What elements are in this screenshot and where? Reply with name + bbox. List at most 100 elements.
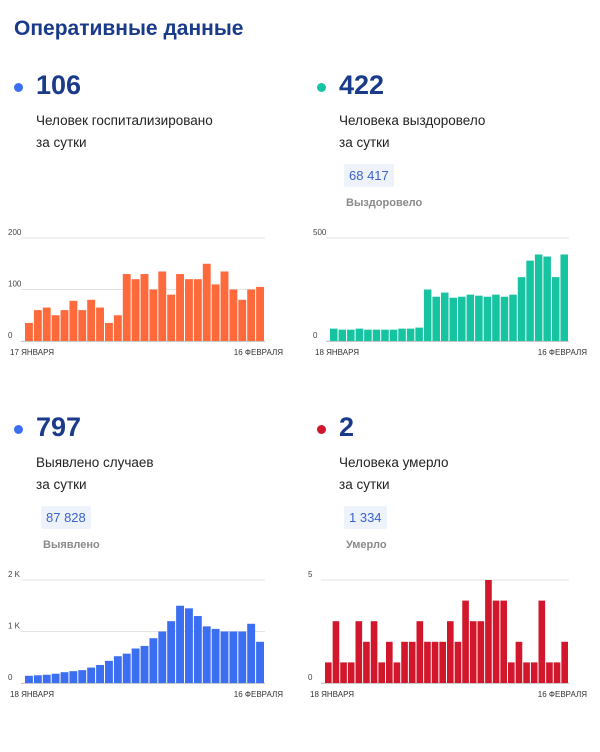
bar [122,653,131,683]
y-tick-label: 100 [8,280,22,289]
bar [176,274,184,341]
cases-value: 797 [36,412,82,442]
bar [440,292,449,341]
bar [477,621,485,683]
bar [131,648,140,683]
bar [238,299,247,341]
bar [113,656,122,683]
deaths-value: 2 [339,412,355,442]
bar [247,289,256,341]
deaths-total-label: Умерло [346,539,387,551]
bar [33,310,42,341]
page-title: Оперативные данные [14,17,244,40]
bar [543,256,551,341]
bar [131,279,140,341]
bar [458,296,466,341]
bar [347,662,355,683]
bar [69,300,78,341]
bar [176,605,184,683]
bar [211,628,220,683]
y-tick-label: 200 [8,228,22,237]
description-line-1: Человек госпитализировано [36,113,213,128]
bar [492,600,500,683]
bar [483,296,492,341]
bar [51,673,60,683]
y-tick-label: 2 K [8,570,21,579]
panel-deaths: 2 Человека умерло за сутки 1 334 Умерло … [300,402,600,752]
bar [462,600,469,683]
bar [538,600,546,683]
bar [140,274,149,341]
x-end-label: 16 ФЕВРАЛЯ [234,690,283,699]
hospitalized-value: 106 [36,70,82,100]
bar [381,329,389,341]
bar [424,641,431,683]
x-end-label: 16 ФЕВРАЛЯ [538,690,587,699]
bar [158,271,167,341]
bar [122,274,131,341]
bar [515,641,523,683]
bar [220,271,229,341]
bar [378,662,386,683]
bar [330,328,338,341]
panel-recovered: 422 Человека выздоровело за сутки 68 417… [300,60,600,410]
bar [247,623,256,683]
x-end-label: 16 ФЕВРАЛЯ [234,348,283,357]
bar [158,631,167,683]
bar [229,289,238,341]
description-line-1: Человека выздоровело [339,113,486,128]
bar [508,662,515,683]
bar [25,675,33,683]
bar [229,631,238,683]
bar [69,671,78,683]
bar [370,621,378,683]
bar [492,294,500,341]
bar [364,329,372,341]
bar [78,670,87,684]
bar [149,638,158,683]
bar [193,616,202,683]
cases-chart: 0 1 K 2 K 18 ЯНВАРЯ 16 ФЕВРАЛЯ [8,570,283,699]
bar [140,645,149,683]
bar [408,641,416,683]
description-line-2: за сутки [339,135,390,150]
bar [105,660,113,683]
panel-hospitalized: 106 Человек госпитализировано за сутки 0… [0,60,300,410]
bar [33,675,42,683]
bar [332,621,340,683]
bar [401,641,408,683]
bar [42,307,51,341]
bar [534,254,543,341]
bar [96,664,104,683]
bar [60,672,69,683]
bar [149,289,158,341]
x-start-label: 18 ЯНВАРЯ [315,348,359,357]
bar [415,327,423,341]
bar [256,286,264,341]
x-start-label: 17 ЯНВАРЯ [10,348,54,357]
description-line-1: Человека умерло [339,455,449,470]
bar [347,329,355,341]
y-tick-label: 1 K [8,622,21,631]
bar [560,254,568,341]
bar [60,310,69,341]
accent-dot-icon [14,83,23,92]
bar [500,296,509,341]
bar [546,662,553,683]
description-line-1: Выявлено случаев [36,455,154,470]
bar [500,600,508,683]
description-line-2: за сутки [339,477,390,492]
description-line-2: за сутки [36,135,87,150]
cases-total-label: Выявлено [43,539,100,551]
x-end-label: 16 ФЕВРАЛЯ [538,348,587,357]
recovered-chart: 0 500 18 ЯНВАРЯ 16 ФЕВРАЛЯ [313,228,587,357]
bar [193,279,202,341]
y-tick-label: 0 [308,673,313,682]
bar [340,662,347,683]
bar [523,662,530,683]
x-start-label: 18 ЯНВАРЯ [310,690,354,699]
bar [87,667,96,683]
panel-cases: 797 Выявлено случаев за сутки 87 828 Выя… [0,402,300,752]
recovered-description: Человека выздоровело за сутки [339,110,579,154]
bar [416,621,424,683]
